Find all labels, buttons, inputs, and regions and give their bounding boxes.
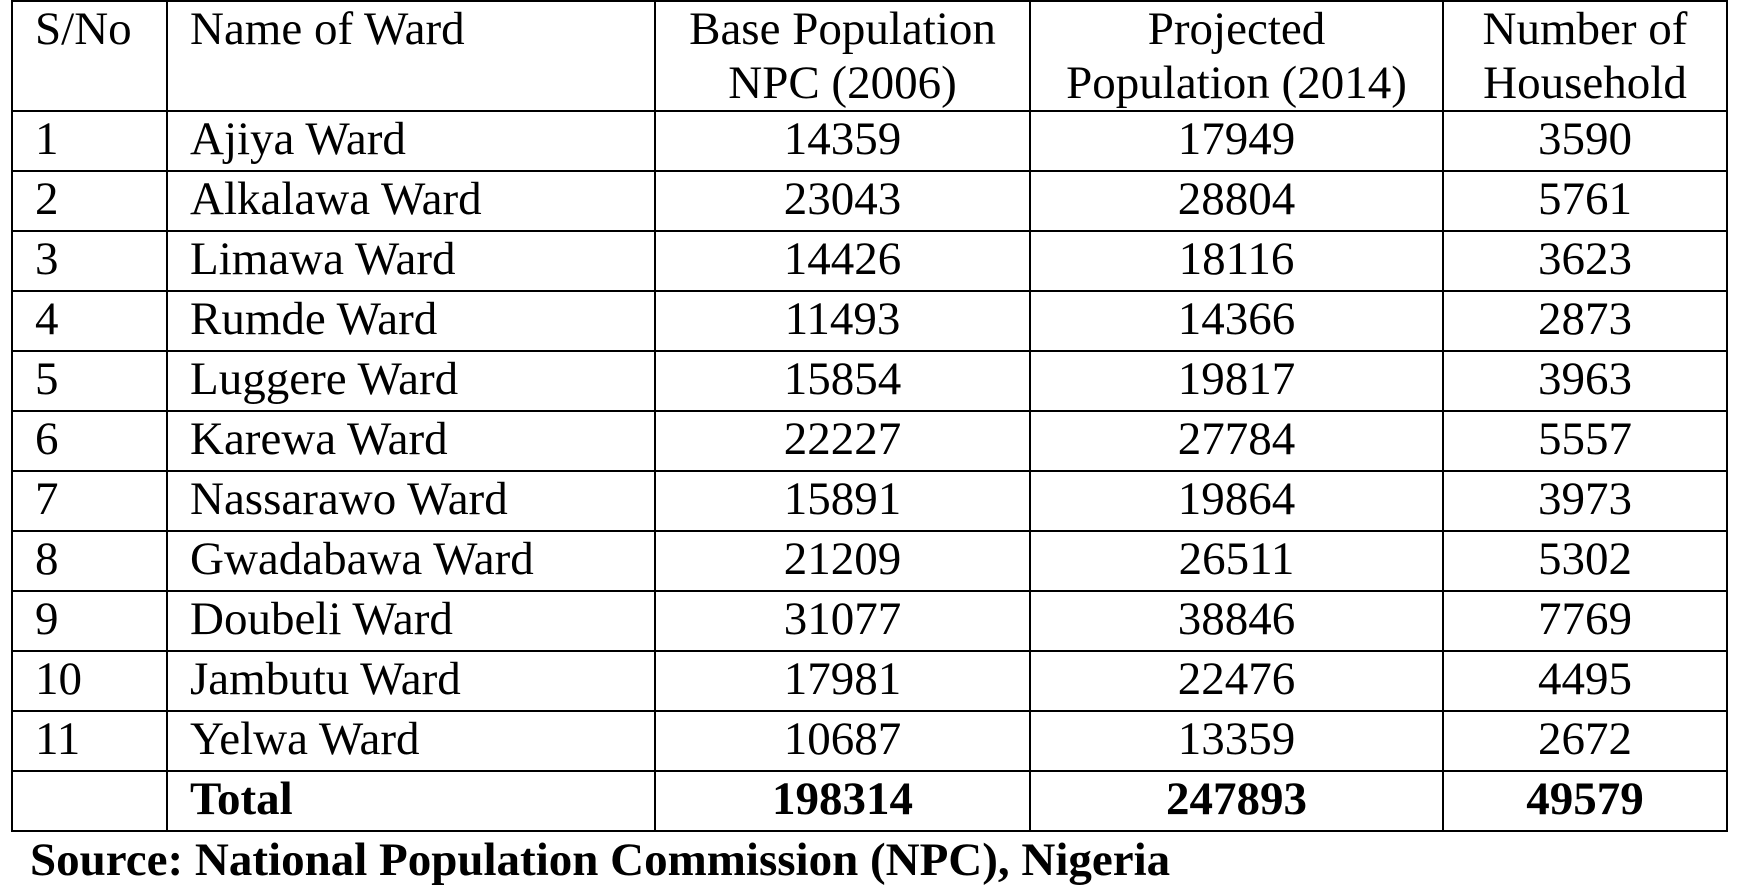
total-cell: 198314	[654, 770, 1031, 832]
table-cell: 6	[11, 410, 168, 472]
source-note: Source: National Population Commission (…	[30, 834, 1171, 886]
header-cell: Number of Household	[1442, 0, 1728, 112]
total-cell: 247893	[1029, 770, 1444, 832]
table-cell: 19864	[1029, 470, 1444, 532]
table-cell: 18116	[1029, 230, 1444, 292]
table-row: 2 Alkalawa Ward 23043 28804 5761	[11, 170, 1728, 232]
table-cell: Nassarawo Ward	[166, 470, 656, 532]
table-body: 1 Ajiya Ward 14359 17949 3590 2 Alkalawa Ward 2…	[11, 110, 1728, 832]
table-cell: 9	[11, 590, 168, 652]
table-row: 8 Gwadabawa Ward 21209 26511 5302	[11, 530, 1728, 592]
table-cell: 38846	[1029, 590, 1444, 652]
table-row: 7 Nassarawo Ward 15891 19864 3973	[11, 470, 1728, 532]
table-row: 4 Rumde Ward 11493 14366 2873	[11, 290, 1728, 352]
table-cell: 5761	[1442, 170, 1728, 232]
table-cell: Gwadabawa Ward	[166, 530, 656, 592]
table-cell: 10	[11, 650, 168, 712]
table-cell: 22227	[654, 410, 1031, 472]
table-cell: 3963	[1442, 350, 1728, 412]
header-cell: S/No	[11, 0, 168, 112]
table-cell: 14426	[654, 230, 1031, 292]
total-row: Total 198314 247893 49579	[11, 770, 1728, 832]
table-cell: 8	[11, 530, 168, 592]
table-cell: 26511	[1029, 530, 1444, 592]
table-cell: 15891	[654, 470, 1031, 532]
header-row: S/No Name of Ward Base Population NPC (200…	[11, 0, 1728, 112]
table-row: 10 Jambutu Ward 17981 22476 4495	[11, 650, 1728, 712]
table-cell: 5302	[1442, 530, 1728, 592]
table-cell: Doubeli Ward	[166, 590, 656, 652]
table-cell: 21209	[654, 530, 1031, 592]
table-cell: Ajiya Ward	[166, 110, 656, 172]
table-cell: 17981	[654, 650, 1031, 712]
table-cell: 5557	[1442, 410, 1728, 472]
table-cell: 14359	[654, 110, 1031, 172]
table-cell: 10687	[654, 710, 1031, 772]
table-cell: 31077	[654, 590, 1031, 652]
total-cell: 49579	[1442, 770, 1728, 832]
table-cell: Limawa Ward	[166, 230, 656, 292]
table-row: 6 Karewa Ward 22227 27784 5557	[11, 410, 1728, 472]
table-cell: 23043	[654, 170, 1031, 232]
table-cell: 1	[11, 110, 168, 172]
table-cell: 13359	[1029, 710, 1444, 772]
table-cell: 11	[11, 710, 168, 772]
table-cell: 3973	[1442, 470, 1728, 532]
empty-cell	[11, 770, 168, 832]
table-row: 5 Luggere Ward 15854 19817 3963	[11, 350, 1728, 412]
table-cell: 7769	[1442, 590, 1728, 652]
page: S/No Name of Ward Base Population NPC (200…	[11, 0, 1728, 886]
table-cell: 14366	[1029, 290, 1444, 352]
table-cell: Yelwa Ward	[166, 710, 656, 772]
table-cell: Alkalawa Ward	[166, 170, 656, 232]
table-cell: 17949	[1029, 110, 1444, 172]
total-label: Total	[166, 770, 656, 832]
table-cell: 5	[11, 350, 168, 412]
table-cell: 28804	[1029, 170, 1444, 232]
table-cell: 7	[11, 470, 168, 532]
table-row: 1 Ajiya Ward 14359 17949 3590	[11, 110, 1728, 172]
table-cell: 2	[11, 170, 168, 232]
table-cell: 4	[11, 290, 168, 352]
table-row: 11 Yelwa Ward 10687 13359 2672	[11, 710, 1728, 772]
table-cell: Luggere Ward	[166, 350, 656, 412]
table-cell: 27784	[1029, 410, 1444, 472]
header-cell: Projected Population (2014)	[1029, 0, 1444, 112]
table-row: 9 Doubeli Ward 31077 38846 7769	[11, 590, 1728, 652]
table-cell: 11493	[654, 290, 1031, 352]
table-cell: 19817	[1029, 350, 1444, 412]
table-cell: Karewa Ward	[166, 410, 656, 472]
table-cell: 15854	[654, 350, 1031, 412]
table-cell: 2873	[1442, 290, 1728, 352]
table-cell: 3623	[1442, 230, 1728, 292]
table-row: 3 Limawa Ward 14426 18116 3623	[11, 230, 1728, 292]
table-cell: Rumde Ward	[166, 290, 656, 352]
table-cell: 2672	[1442, 710, 1728, 772]
population-table: S/No Name of Ward Base Population NPC (200…	[11, 0, 1728, 832]
table-cell: 3	[11, 230, 168, 292]
table-cell: 22476	[1029, 650, 1444, 712]
table-cell: Jambutu Ward	[166, 650, 656, 712]
table-cell: 4495	[1442, 650, 1728, 712]
table-cell: 3590	[1442, 110, 1728, 172]
header-cell: Base Population NPC (2006)	[654, 0, 1031, 112]
header-cell: Name of Ward	[166, 0, 656, 112]
